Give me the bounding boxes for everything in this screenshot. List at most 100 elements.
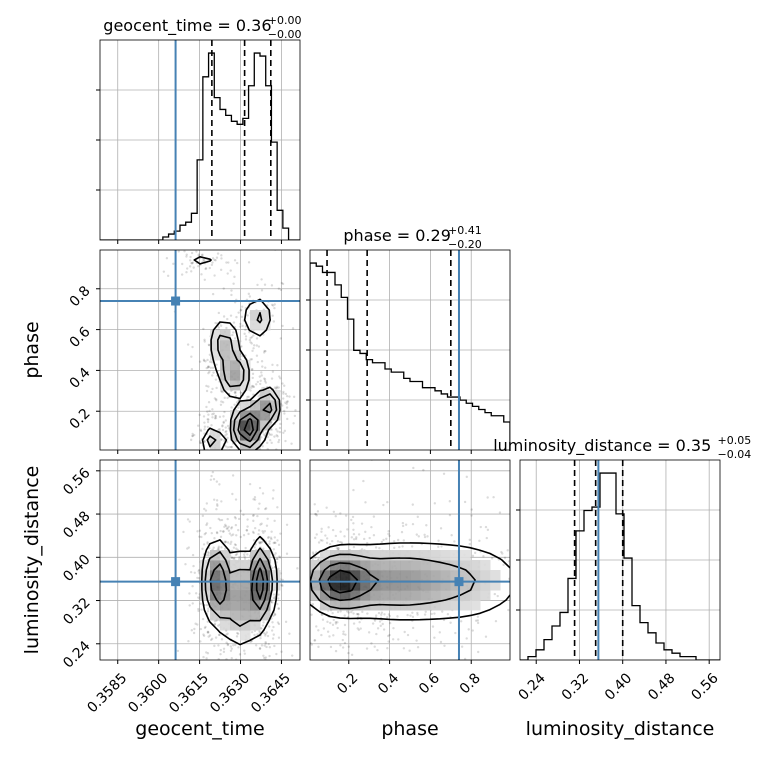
sample-point [347,651,350,655]
sample-point [433,636,436,639]
sample-point [305,564,307,566]
sample-point [214,455,216,457]
density-cell [440,570,451,581]
sample-point [220,546,223,549]
sample-point [327,526,330,529]
sample-point [256,283,259,287]
sample-point [250,358,254,361]
sample-point [162,270,166,273]
y-tick-label: 0.6 [67,324,94,351]
density-cell [240,620,251,631]
sample-point [341,638,345,642]
sample-point [191,432,194,436]
sample-point [238,653,242,656]
sample-point [285,552,289,555]
sample-point [211,413,214,416]
sample-point [552,616,554,618]
sample-point [206,670,208,672]
sample-point [517,581,519,583]
sample-point [357,613,360,616]
sample-point [243,649,246,652]
density-cell [220,380,231,391]
sample-point [221,424,224,427]
sample-point [208,634,212,637]
sample-point [272,593,276,596]
sample-point [258,647,262,650]
sample-point [197,264,200,268]
sample-point [256,514,259,518]
sample-point [402,647,406,650]
sample-point [276,435,279,438]
sample-point [340,541,343,544]
sample-point [219,268,223,272]
sample-point [250,451,252,453]
sample-point [216,252,220,255]
sample-point [387,532,390,536]
sample-point [248,482,252,486]
x-tick-label: 0.4 [375,670,402,697]
sample-point [277,636,281,639]
sample-point [262,547,265,550]
density-cell [320,570,331,581]
sample-point [291,614,293,616]
sample-point [264,349,267,353]
sample-point [470,514,473,517]
sample-point [212,546,215,549]
density-cell [400,560,411,571]
sample-point [189,570,193,574]
density-cell [430,580,441,591]
sample-point [252,347,255,350]
sample-point [166,274,170,278]
sample-point [278,426,282,430]
sample-point [260,360,264,363]
sample-point [263,377,266,380]
sample-point [334,693,336,695]
sample-point [574,527,576,529]
sample-point [233,543,237,546]
sample-point [293,414,297,418]
sample-point [252,385,256,389]
sample-point [185,253,188,256]
sample-point [387,634,390,638]
sample-point [306,598,308,600]
sample-point [283,384,286,387]
sample-point [283,638,285,640]
sample-point [217,546,220,550]
sample-point [396,615,399,618]
sample-point [202,359,206,362]
sample-point [471,554,475,558]
sample-point [347,645,351,648]
sample-point [211,257,215,260]
sample-point [255,344,259,347]
sample-point [302,619,304,621]
sample-point [273,541,276,544]
sample-point [334,534,338,538]
sample-point [263,283,267,286]
sample-point [191,585,194,588]
sample-point [197,609,200,613]
sample-point [385,537,388,541]
sample-point [278,430,282,434]
sample-point [247,395,250,399]
sample-point [476,650,480,654]
sample-point [258,647,262,650]
sample-point [294,649,296,651]
sample-point [313,639,317,642]
density-cell [350,590,361,601]
sample-point [224,430,227,434]
sample-point [269,438,272,442]
sample-point [199,441,202,445]
sample-point [508,577,510,580]
sample-point [256,451,258,453]
sample-point [236,631,239,635]
sample-point [190,251,194,255]
panel-title: phase = 0.29+0.41−0.20 [343,224,481,251]
sample-point [191,434,194,438]
sample-point [223,525,226,529]
sample-point [196,424,200,427]
sample-point [441,610,444,613]
sample-point [437,545,440,549]
sample-point [220,464,222,466]
sample-point [239,391,242,394]
sample-point [277,607,280,610]
